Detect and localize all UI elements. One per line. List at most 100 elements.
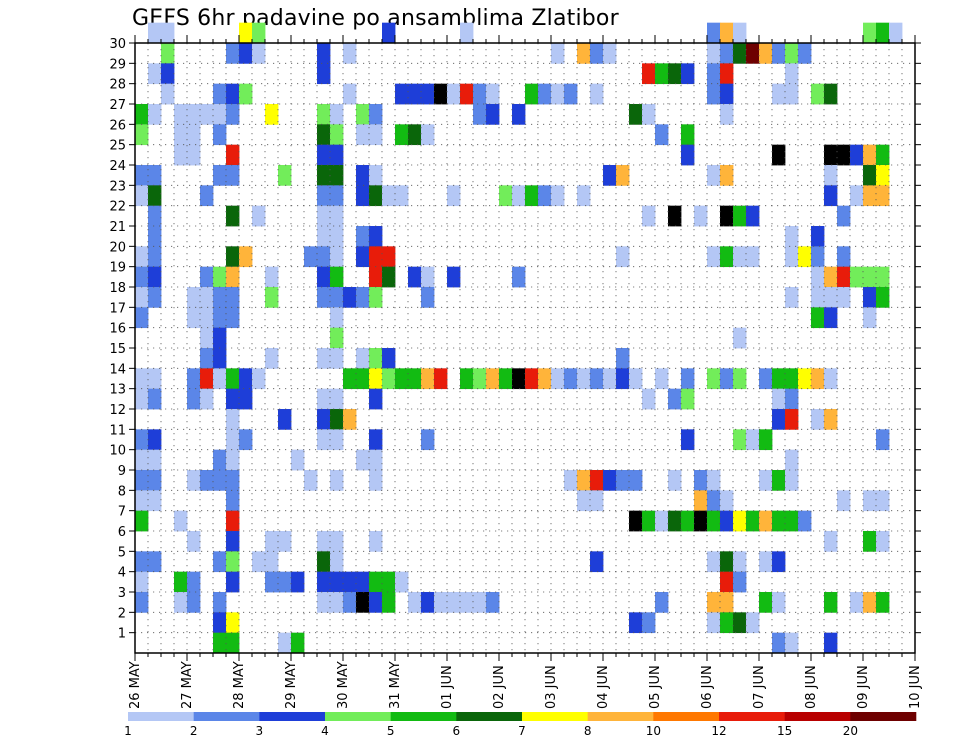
heatmap-cell [746,43,760,64]
heatmap-cell [369,571,383,593]
y-tick-label: 21 [109,220,126,235]
legend-label: 6 [453,724,461,738]
legend-label: 8 [584,724,592,738]
heatmap-cell [733,22,747,44]
heatmap-cell [239,22,253,44]
heatmap-cell [395,185,409,207]
heatmap-cell [213,449,227,471]
heatmap-cell [135,551,149,573]
heatmap-cell [356,104,370,125]
heatmap-cell [824,165,838,186]
heatmap-cell [226,612,240,634]
heatmap-cell [642,612,656,634]
heatmap-cell [330,144,344,166]
y-tick-label: 18 [109,281,126,296]
heatmap-cell [161,22,175,44]
heatmap-cell [811,287,825,308]
heatmap-cell [265,571,279,593]
heatmap-cell [512,185,526,207]
heatmap-cell [148,490,162,512]
heatmap-cell [460,368,474,390]
heatmap-cell [265,104,279,125]
heatmap-cell [187,571,201,593]
heatmap-cell [824,185,838,207]
heatmap-cell [135,287,149,308]
heatmap-cell [161,43,175,64]
heatmap-cell [317,124,331,146]
heatmap-cell [850,266,864,288]
heatmap-cell [187,287,201,308]
y-tick-label: 17 [109,301,126,316]
heatmap-cell [720,104,734,125]
heatmap-cell [525,368,539,390]
heatmap-cell [343,571,357,593]
heatmap-cell [759,551,773,573]
heatmap-cell [785,449,799,471]
heatmap-cell [330,429,344,451]
heatmap-cell [577,490,591,512]
heatmap-cell [824,307,838,329]
y-tick-label: 7 [118,505,126,520]
heatmap-cell [655,592,669,613]
chart-title: GEFS 6hr padavine po ansamblima Zlatibor [132,6,619,31]
heatmap-cell [213,632,227,654]
heatmap-cell [811,368,825,390]
heatmap-cell [213,551,227,573]
heatmap-cell [148,429,162,451]
heatmap-cell [317,287,331,308]
legend-label: 15 [777,724,792,738]
heatmap-cell [135,104,149,125]
legend-swatch [456,712,523,721]
heatmap-cell [317,226,331,247]
heatmap-cell [330,327,344,349]
heatmap-cell [239,43,253,64]
heatmap-cell [291,449,305,471]
heatmap-cell [759,43,773,64]
heatmap-cell [382,592,396,613]
heatmap-cell [408,83,422,105]
heatmap-cell [226,409,240,430]
heatmap-cell [356,165,370,186]
heatmap-cell [772,632,786,654]
heatmap-cell [330,388,344,410]
y-tick-label: 8 [118,484,126,499]
heatmap-cell [395,368,409,390]
heatmap-cell [733,429,747,451]
heatmap-cell [174,124,188,146]
heatmap-cell [148,104,162,125]
heatmap-cell [538,185,552,207]
heatmap-cell [863,531,877,552]
heatmap-cell [590,368,604,390]
heatmap-cell [317,165,331,186]
heatmap-cell [317,205,331,227]
y-tick-label: 22 [109,200,126,215]
heatmap-cell [798,368,812,390]
legend-swatch [522,712,588,721]
heatmap-cell [369,266,383,288]
heatmap-cell [226,551,240,573]
heatmap-cell [759,470,773,491]
heatmap-cell [135,165,149,186]
heatmap-cell [382,246,396,268]
y-tick-label: 1 [118,627,126,642]
heatmap-cell [668,510,682,532]
heatmap-cell [330,266,344,288]
y-tick-label: 2 [118,606,126,621]
heatmap-cell [226,266,240,288]
heatmap-cell [408,266,422,288]
y-tick-label: 4 [118,566,126,581]
heatmap-cell [694,205,708,227]
heatmap-cell [330,531,344,552]
heatmap-cell [876,185,890,207]
heatmap-cell [798,43,812,64]
y-tick-label: 9 [118,464,126,479]
heatmap-cell [733,368,747,390]
heatmap-cell [772,83,786,105]
heatmap-cell [226,165,240,186]
heatmap-cell [239,368,253,390]
x-tick-label: 04 JUN [596,665,611,709]
heatmap-cell [707,246,721,268]
heatmap-cell [473,368,487,390]
heatmap-cell [317,104,331,125]
heatmap-cell [330,246,344,268]
